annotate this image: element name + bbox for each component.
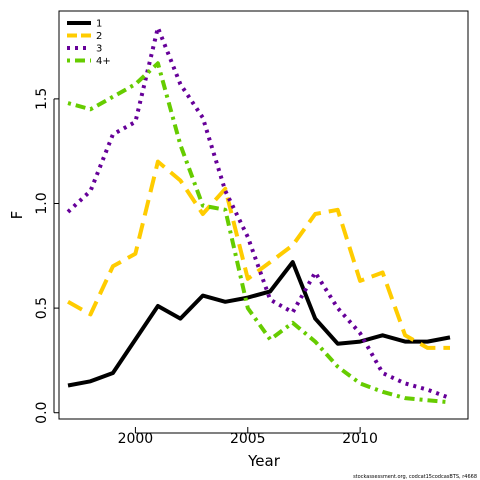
y-tick-label: 0.0 <box>34 402 50 424</box>
legend: 12 34+ <box>67 19 111 67</box>
y-tick-label: 1.5 <box>34 88 50 110</box>
series-line-2 <box>67 159 450 350</box>
x-axis-title: Year <box>247 452 281 470</box>
series-line-4 <box>67 61 451 405</box>
credit-text: stockassessment.org, codcat15codcasBTS, … <box>353 474 477 480</box>
y-tick-label: 1.0 <box>34 192 50 214</box>
legend-label-2: 2 <box>96 31 102 42</box>
x-tick-label: 2000 <box>118 431 154 447</box>
series-layer <box>66 25 451 405</box>
series-line-1 <box>67 260 451 388</box>
legend-label-3: 3 <box>96 44 102 55</box>
legend-label-4: 4+ <box>96 56 111 67</box>
x-tick-label: 2010 <box>342 431 378 447</box>
x-tick-label: 2005 <box>230 431 266 447</box>
plot-frame <box>58 10 469 420</box>
y-axis-title: F <box>8 211 26 220</box>
legend-label-1: 1 <box>96 19 102 30</box>
y-tick-label: 0.5 <box>34 297 50 319</box>
axes-layer: 2000 2005 2010 0.0 0.5 1.0 1.5 <box>34 88 378 447</box>
series-line-3 <box>66 25 451 400</box>
